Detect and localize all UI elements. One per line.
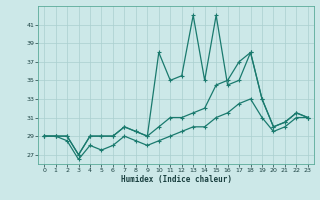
X-axis label: Humidex (Indice chaleur): Humidex (Indice chaleur) [121,175,231,184]
